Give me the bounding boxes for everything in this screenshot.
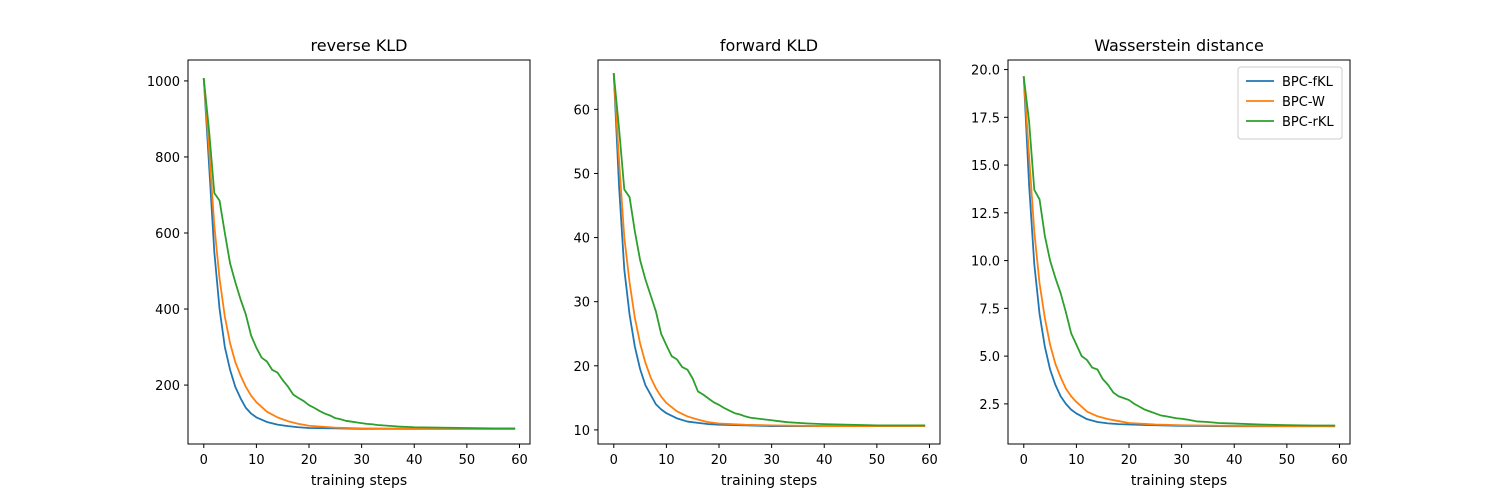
x-tick-label: 10 <box>658 453 675 468</box>
series-line-bpc-w <box>1022 76 1336 428</box>
x-axis-label: training steps <box>311 473 407 489</box>
y-tick-label: 10 <box>573 424 590 439</box>
y-tick-label: 200 <box>155 379 180 394</box>
x-tick-label: 30 <box>1173 453 1190 468</box>
y-tick-label: 10.0 <box>971 255 1000 270</box>
series-line-bpc-fkl <box>612 73 926 427</box>
y-tick-label: 17.5 <box>971 111 1000 126</box>
x-tick-label: 40 <box>816 453 833 468</box>
x-tick-label: 20 <box>1121 453 1138 468</box>
legend-label: BPC-rKL <box>1282 115 1334 130</box>
chart-title: forward KLD <box>720 36 818 55</box>
series-line-bpc-w <box>612 73 926 427</box>
chart-panel-3: Wasserstein distance training steps 0 10 20 3… <box>971 36 1351 489</box>
y-tick-label: 1000 <box>147 75 180 90</box>
x-tick-label: 50 <box>459 453 476 468</box>
x-tick-label: 10 <box>1068 453 1085 468</box>
chart-panel-2: forward KLD training steps 0 10 20 30 40 50 60 10… <box>573 36 941 489</box>
y-tick-label: 400 <box>155 303 180 318</box>
legend-label: BPC-W <box>1282 95 1325 110</box>
chart-title: reverse KLD <box>311 36 408 55</box>
x-tick-label: 60 <box>1331 453 1348 468</box>
series-line-bpc-fkl <box>202 78 516 430</box>
x-tick-label: 40 <box>1226 453 1243 468</box>
x-tick-label: 50 <box>869 453 886 468</box>
x-tick-label: 0 <box>610 453 618 468</box>
y-tick-label: 15.0 <box>971 159 1000 174</box>
y-tick-label: 50 <box>573 167 590 182</box>
series-line-bpc-rkl <box>612 73 926 427</box>
x-tick-label: 10 <box>248 453 265 468</box>
x-tick-label: 40 <box>406 453 423 468</box>
series-line-bpc-w <box>202 78 516 430</box>
y-tick-label: 40 <box>573 232 590 247</box>
x-tick-label: 30 <box>763 453 780 468</box>
axes-frame <box>1007 59 1351 445</box>
x-tick-label: 0 <box>1020 453 1028 468</box>
x-tick-label: 50 <box>1279 453 1296 468</box>
y-tick-label: 20.0 <box>971 64 1000 79</box>
legend-label: BPC-fKL <box>1282 75 1334 90</box>
y-tick-label: 30 <box>573 296 590 311</box>
x-tick-label: 60 <box>921 453 938 468</box>
chart-panel-1: reverse KLD training steps 0 10 20 30 40 50 60 20… <box>147 36 531 489</box>
y-tick-label: 7.5 <box>979 302 1000 317</box>
series-line-bpc-rkl <box>1022 76 1336 427</box>
y-tick-label: 60 <box>573 103 590 118</box>
x-tick-label: 30 <box>353 453 370 468</box>
y-tick-label: 12.5 <box>971 207 1000 222</box>
x-tick-label: 20 <box>711 453 728 468</box>
y-tick-label: 5.0 <box>979 350 1000 365</box>
legend: BPC-fKL BPC-W BPC-rKL <box>1237 66 1343 140</box>
axes-frame <box>187 59 531 445</box>
x-axis-label: training steps <box>721 473 817 489</box>
x-axis-label: training steps <box>1131 473 1227 489</box>
y-tick-label: 800 <box>155 151 180 166</box>
chart-title: Wasserstein distance <box>1094 36 1264 55</box>
x-tick-label: 20 <box>301 453 318 468</box>
y-tick-label: 20 <box>573 360 590 375</box>
x-tick-label: 0 <box>200 453 208 468</box>
y-tick-label: 2.5 <box>979 398 1000 413</box>
series-line-bpc-rkl <box>202 78 516 430</box>
x-tick-label: 60 <box>511 453 528 468</box>
y-tick-label: 600 <box>155 227 180 242</box>
axes-frame <box>597 59 941 445</box>
